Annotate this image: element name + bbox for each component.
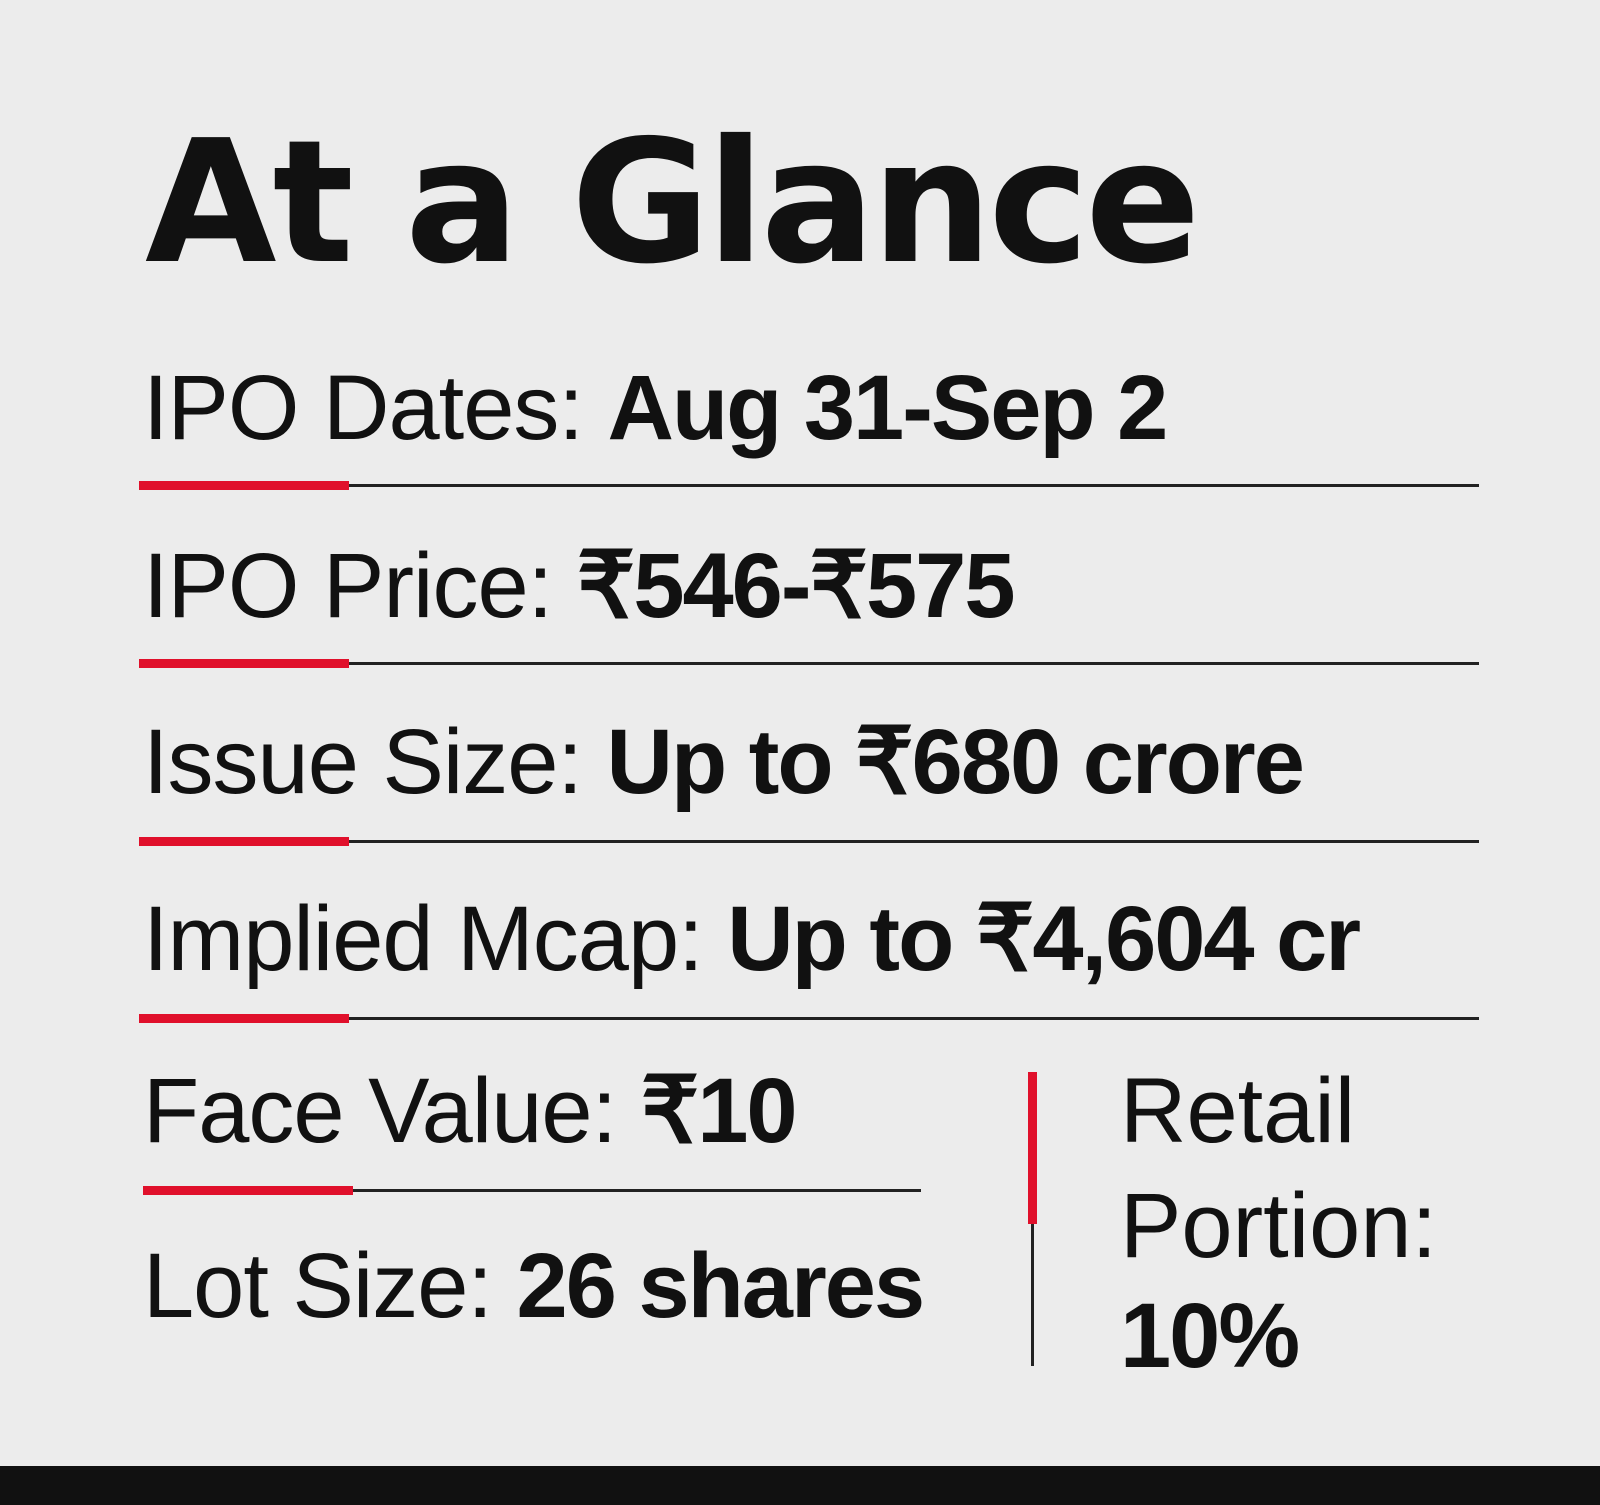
face-value-value: ₹10 <box>640 1060 798 1162</box>
face-value-label: Face Value: <box>143 1060 641 1162</box>
issue-size-label: Issue Size: <box>143 711 607 813</box>
accent-divider <box>143 1186 353 1195</box>
lot-size-value: 26 shares <box>516 1235 926 1337</box>
accent-divider <box>139 659 349 668</box>
divider-line <box>349 840 1479 843</box>
ipo-price-row: IPO Price: ₹546-₹575 <box>143 540 1015 632</box>
retail-label-line1: Retail <box>1120 1060 1356 1162</box>
lot-size-row: Lot Size: 26 shares <box>143 1240 925 1332</box>
ipo-dates-value: Aug 31-Sep 2 <box>607 357 1169 459</box>
divider-line <box>349 484 1479 487</box>
accent-divider <box>139 1014 349 1023</box>
ipo-dates-label: IPO Dates: <box>143 357 608 459</box>
accent-divider <box>139 481 349 490</box>
ipo-price-value: ₹546-₹575 <box>576 535 1016 637</box>
page-title: At a Glance <box>145 104 1201 302</box>
issue-size-value: Up to ₹680 crore <box>606 711 1305 813</box>
vertical-accent-divider <box>1028 1072 1037 1224</box>
divider-line <box>353 1189 921 1192</box>
lot-size-label: Lot Size: <box>143 1235 517 1337</box>
retail-label-line2: Portion: <box>1120 1175 1438 1277</box>
divider-line <box>349 1017 1479 1020</box>
ipo-price-label: IPO Price: <box>143 535 577 637</box>
implied-mcap-row: Implied Mcap: Up to ₹4,604 cr <box>143 893 1361 985</box>
issue-size-row: Issue Size: Up to ₹680 crore <box>143 716 1305 808</box>
retail-portion-value: 10% <box>1120 1285 1300 1387</box>
face-value-row: Face Value: ₹10 <box>143 1065 798 1157</box>
ipo-dates-row: IPO Dates: Aug 31-Sep 2 <box>143 362 1168 454</box>
divider-line <box>349 662 1479 665</box>
implied-mcap-label: Implied Mcap: <box>143 888 728 990</box>
accent-divider <box>139 837 349 846</box>
vertical-divider <box>1031 1224 1034 1366</box>
footer-bar <box>0 1466 1600 1505</box>
implied-mcap-value: Up to ₹4,604 cr <box>727 888 1361 990</box>
